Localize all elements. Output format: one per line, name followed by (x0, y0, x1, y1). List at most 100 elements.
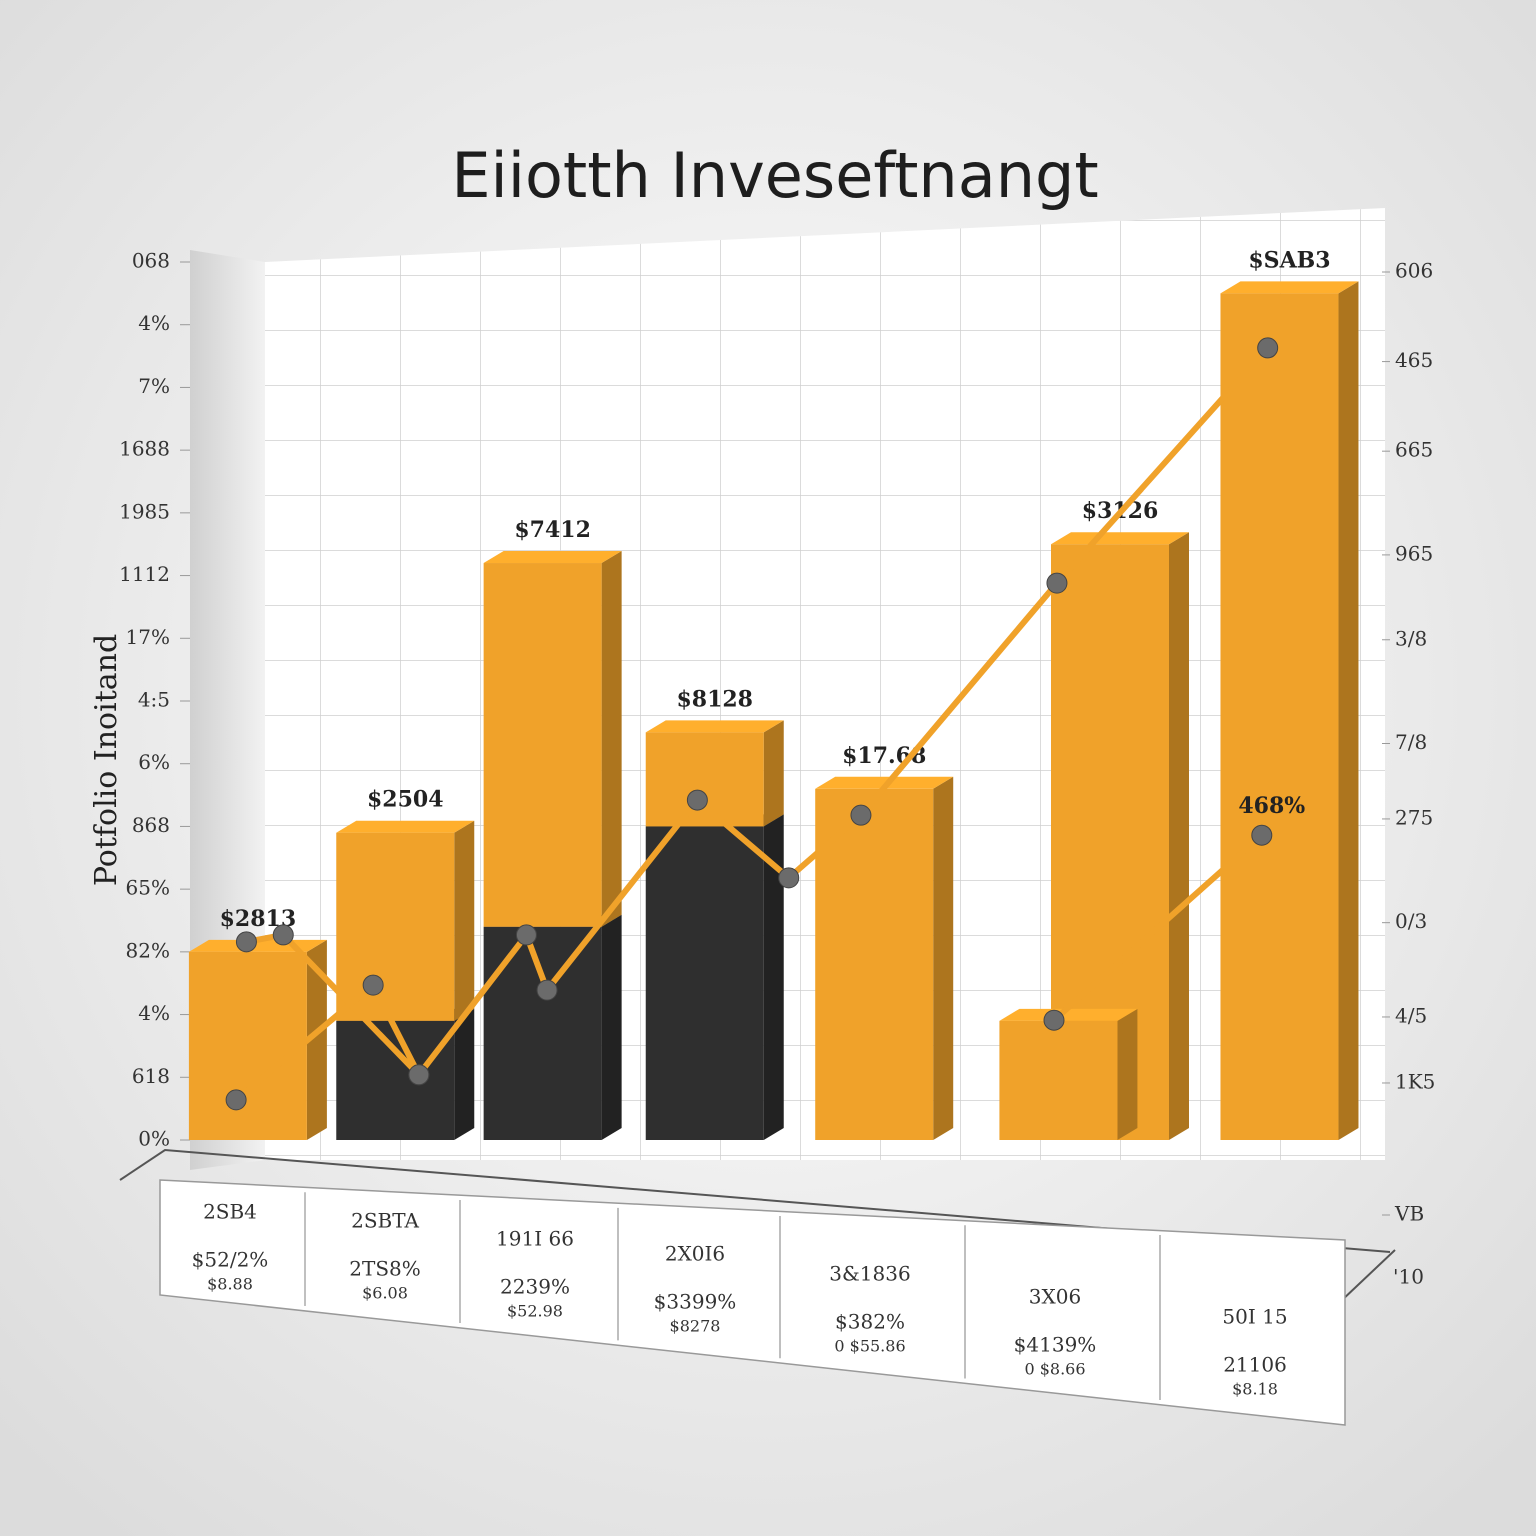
table-cell: $3399% (654, 1290, 737, 1314)
bar-top (815, 776, 954, 789)
y-tick-label: 4:5 (138, 688, 170, 712)
floor-edge (119, 1148, 1391, 1253)
line-marker (1257, 337, 1279, 359)
bar-label: $7412 (514, 517, 591, 543)
y-tick-label: 868 (132, 813, 170, 837)
table-cell: $8.88 (207, 1275, 253, 1294)
bar-side (601, 914, 622, 1140)
line-marker (225, 1089, 247, 1111)
y-tick-label: 0% (138, 1127, 170, 1151)
line-label: 468% (1238, 793, 1305, 819)
y-tick-label: 65% (126, 876, 170, 900)
table-cell: 0 $55.86 (834, 1337, 905, 1356)
table-cell: 0 $8.66 (1024, 1360, 1085, 1379)
bar (188, 951, 307, 1140)
y-tick-label: 82% (126, 938, 170, 962)
table-cell: 21106 (1223, 1353, 1287, 1377)
table-panel (159, 1179, 1346, 1426)
bar (1220, 293, 1339, 1140)
table-cell: 50I 15 (1222, 1305, 1287, 1329)
y-axis-title: Potfolio Inoitand (89, 634, 124, 886)
y-tick-label: 618 (132, 1064, 170, 1088)
y-tick-label: 6% (138, 750, 170, 774)
bar-side (933, 776, 954, 1140)
table-cell: $4139% (1014, 1333, 1097, 1357)
bar-top (645, 720, 784, 733)
y2-tick-label: 965 (1395, 541, 1433, 565)
table-cell: 191I 66 (496, 1227, 574, 1251)
table-cell: $382% (835, 1310, 905, 1334)
plot: 0% 618 4% 82% 65% 868 6% 4:5 17% 1112 1985 1688 7% 4%… (119, 247, 1435, 1400)
bar (645, 826, 764, 1140)
line-marker (515, 924, 537, 946)
line-marker (408, 1064, 430, 1086)
line-marker (778, 867, 800, 889)
bar-label: $SAB3 (1248, 247, 1330, 273)
bar (336, 832, 455, 1021)
line-marker (1046, 572, 1068, 594)
table-cell: $8.18 (1232, 1380, 1278, 1399)
table-cell: 2X0I6 (665, 1242, 725, 1266)
y2-tick-label: 7/8 (1395, 730, 1427, 754)
table-cell: 2SBTA (351, 1209, 419, 1233)
trend-line (234, 345, 1270, 1103)
line-marker (686, 789, 708, 811)
y2-tick-label: 3/8 (1395, 626, 1427, 650)
table-cell: $52.98 (507, 1302, 563, 1321)
bar (815, 788, 934, 1140)
bar (999, 1020, 1118, 1140)
trend-line (1052, 832, 1264, 1023)
corner-label: '10 (1393, 1265, 1424, 1289)
bar (336, 1020, 455, 1140)
bar-top (1051, 532, 1189, 545)
bar-label: $2504 (367, 787, 444, 813)
bar-side (1169, 532, 1189, 1140)
table-cell: $52/2% (192, 1248, 269, 1272)
y2-tick-label: 665 (1395, 438, 1433, 462)
y-tick-label: 1688 (119, 437, 170, 461)
bar-top (1220, 281, 1359, 294)
y2-tick-label: 275 (1395, 805, 1433, 829)
table-cell: 3X06 (1029, 1285, 1081, 1309)
bar-side (763, 814, 784, 1140)
bar-side (601, 551, 622, 927)
y2-tick-label: 606 (1395, 259, 1433, 283)
table-cell: 2239% (500, 1275, 570, 1299)
line-marker (235, 931, 257, 953)
table-cell: $8278 (670, 1317, 721, 1336)
bar-side (306, 939, 327, 1140)
bar-label: $8128 (676, 686, 753, 712)
y2-tick-label: 1K5 (1395, 1069, 1435, 1093)
table-cell: 3&1836 (829, 1262, 910, 1286)
table-cell: $6.08 (362, 1284, 408, 1303)
bar-side (454, 820, 475, 1021)
y-tick-label: 17% (126, 625, 170, 649)
table-cell: 2TS8% (349, 1257, 421, 1281)
bar (483, 926, 602, 1140)
y-tick-label: 1985 (119, 499, 170, 523)
y2-tick-label: 0/3 (1395, 909, 1427, 933)
line-marker (1043, 1009, 1065, 1031)
chart-title: Eiiotth Inveseftnangt (451, 139, 1098, 212)
bar-top (999, 1008, 1138, 1021)
bar-top (483, 551, 622, 564)
y-tick-label: 1112 (119, 562, 170, 586)
y2-tick-label: VB (1394, 1202, 1424, 1226)
line-marker (1251, 824, 1273, 846)
bar-side (1117, 1008, 1138, 1140)
bar (645, 732, 764, 827)
line-marker (272, 924, 294, 946)
line-marker (536, 979, 558, 1001)
table-cell: 2SB4 (203, 1200, 257, 1224)
bar-side (1338, 281, 1359, 1140)
y2-tick-label: 465 (1395, 348, 1433, 372)
y-tick-label: 068 (132, 249, 170, 273)
line-marker (362, 974, 384, 996)
bar-side (454, 1008, 475, 1140)
y-tick-label: 4% (138, 1001, 170, 1025)
y-tick-label: 7% (138, 374, 170, 398)
floor-edge (1339, 1249, 1396, 1303)
line-marker (850, 804, 872, 826)
